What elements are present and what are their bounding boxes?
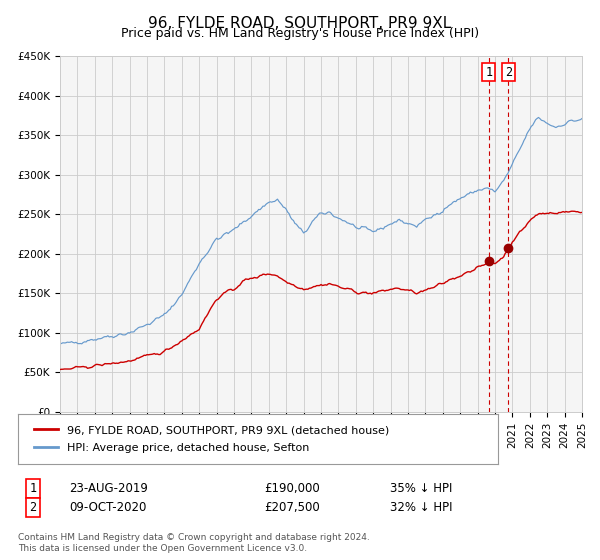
Text: 23-AUG-2019: 23-AUG-2019 bbox=[69, 482, 148, 495]
Text: 1: 1 bbox=[29, 482, 37, 495]
Text: £207,500: £207,500 bbox=[264, 501, 320, 515]
Text: Price paid vs. HM Land Registry's House Price Index (HPI): Price paid vs. HM Land Registry's House … bbox=[121, 27, 479, 40]
Text: 2: 2 bbox=[29, 501, 37, 515]
Text: 1: 1 bbox=[485, 66, 492, 78]
Text: 96, FYLDE ROAD, SOUTHPORT, PR9 9XL: 96, FYLDE ROAD, SOUTHPORT, PR9 9XL bbox=[148, 16, 452, 31]
Text: 09-OCT-2020: 09-OCT-2020 bbox=[69, 501, 146, 515]
Text: 32% ↓ HPI: 32% ↓ HPI bbox=[390, 501, 452, 515]
Text: 2: 2 bbox=[505, 66, 512, 78]
Text: 35% ↓ HPI: 35% ↓ HPI bbox=[390, 482, 452, 495]
Text: This data is licensed under the Open Government Licence v3.0.: This data is licensed under the Open Gov… bbox=[18, 544, 307, 553]
Legend: 96, FYLDE ROAD, SOUTHPORT, PR9 9XL (detached house), HPI: Average price, detache: 96, FYLDE ROAD, SOUTHPORT, PR9 9XL (deta… bbox=[28, 419, 395, 459]
Text: Contains HM Land Registry data © Crown copyright and database right 2024.: Contains HM Land Registry data © Crown c… bbox=[18, 533, 370, 542]
Text: £190,000: £190,000 bbox=[264, 482, 320, 495]
